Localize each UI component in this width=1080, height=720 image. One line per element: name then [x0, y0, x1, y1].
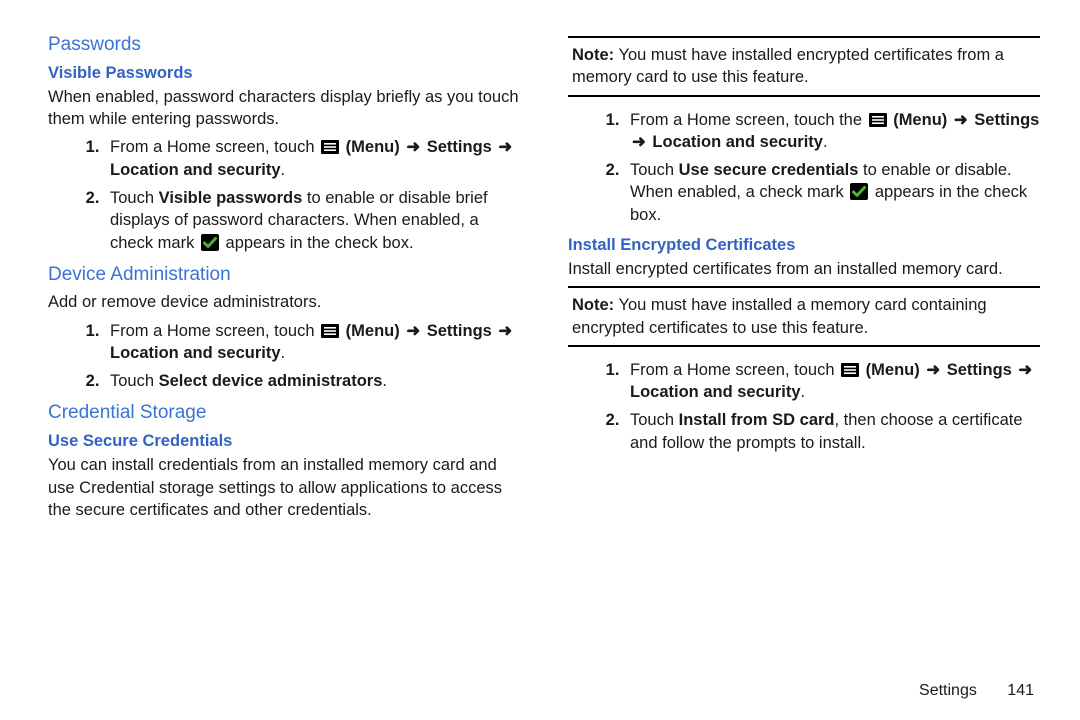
two-column-layout: Passwords Visible Passwords When enabled…	[48, 30, 1040, 670]
select-device-admins-label: Select device administrators	[159, 372, 383, 390]
heading-credential-storage: Credential Storage	[48, 400, 520, 426]
step-2: Touch Select device administrators.	[104, 370, 520, 392]
text: From a Home screen, touch	[110, 322, 319, 340]
menu-icon	[321, 322, 339, 336]
text: From a Home screen, touch	[110, 138, 319, 156]
right-column: Note: You must have installed encrypted …	[568, 30, 1040, 670]
text: Touch	[630, 411, 679, 429]
manual-page: Passwords Visible Passwords When enabled…	[0, 0, 1080, 720]
visible-passwords-intro: When enabled, password characters displa…	[48, 86, 520, 131]
note-text: You must have installed encrypted certif…	[572, 46, 1004, 86]
location-security-label: Location and security	[630, 383, 801, 401]
footer-page-number: 141	[1007, 682, 1034, 699]
text: .	[281, 344, 286, 362]
text: .	[823, 133, 828, 151]
arrow-icon: ➜	[494, 322, 512, 340]
location-security-label: Location and security	[652, 133, 823, 151]
settings-label: Settings	[427, 322, 492, 340]
text: Touch	[630, 161, 679, 179]
menu-label: (Menu)	[341, 322, 400, 340]
subheading-use-secure-credentials: Use Secure Credentials	[48, 430, 520, 452]
use-secure-credentials-label: Use secure credentials	[679, 161, 859, 179]
text: .	[801, 383, 806, 401]
step-1: From a Home screen, touch (Menu) ➜ Setti…	[104, 136, 520, 181]
subheading-visible-passwords: Visible Passwords	[48, 62, 520, 84]
text: .	[281, 161, 286, 179]
device-admin-steps: From a Home screen, touch (Menu) ➜ Setti…	[48, 320, 520, 393]
subheading-install-encrypted-certificates: Install Encrypted Certificates	[568, 234, 1040, 256]
settings-label: Settings	[427, 138, 492, 156]
text: appears in the check box.	[221, 234, 414, 252]
step-1: From a Home screen, touch (Menu) ➜ Setti…	[624, 359, 1040, 404]
menu-icon	[321, 138, 339, 152]
device-admin-intro: Add or remove device administrators.	[48, 291, 520, 313]
menu-icon	[841, 361, 859, 375]
arrow-icon: ➜	[922, 361, 945, 379]
menu-label: (Menu)	[341, 138, 400, 156]
arrow-icon: ➜	[402, 138, 425, 156]
note-label: Note:	[572, 296, 614, 314]
menu-icon	[869, 111, 887, 125]
location-security-label: Location and security	[110, 344, 281, 362]
install-from-sd-label: Install from SD card	[679, 411, 835, 429]
heading-device-admin: Device Administration	[48, 262, 520, 288]
footer-section: Settings	[919, 682, 977, 699]
settings-label: Settings	[974, 111, 1039, 129]
visible-passwords-label: Visible passwords	[159, 189, 303, 207]
check-icon	[201, 234, 219, 251]
settings-label: Settings	[947, 361, 1012, 379]
note-label: Note:	[572, 46, 614, 64]
check-icon	[850, 183, 868, 200]
visible-passwords-steps: From a Home screen, touch (Menu) ➜ Setti…	[48, 136, 520, 253]
menu-label: (Menu)	[889, 111, 948, 129]
note-box-2: Note: You must have installed a memory c…	[568, 286, 1040, 347]
left-column: Passwords Visible Passwords When enabled…	[48, 30, 520, 670]
arrow-icon: ➜	[632, 133, 650, 151]
arrow-icon: ➜	[949, 111, 972, 129]
arrow-icon: ➜	[1014, 361, 1032, 379]
step-1: From a Home screen, touch the (Menu) ➜ S…	[624, 109, 1040, 154]
step-1: From a Home screen, touch (Menu) ➜ Setti…	[104, 320, 520, 365]
install-sd-steps: From a Home screen, touch (Menu) ➜ Setti…	[568, 359, 1040, 454]
text: From a Home screen, touch the	[630, 111, 867, 129]
arrow-icon: ➜	[494, 138, 512, 156]
text: Touch	[110, 372, 159, 390]
text: .	[382, 372, 387, 390]
install-encrypted-intro: Install encrypted certificates from an i…	[568, 258, 1040, 280]
location-security-label: Location and security	[110, 161, 281, 179]
step-2: Touch Install from SD card, then choose …	[624, 409, 1040, 454]
page-footer: Settings 141	[48, 670, 1040, 700]
heading-passwords: Passwords	[48, 32, 520, 58]
step-2: Touch Visible passwords to enable or dis…	[104, 187, 520, 254]
step-2: Touch Use secure credentials to enable o…	[624, 159, 1040, 226]
note-box-1: Note: You must have installed encrypted …	[568, 36, 1040, 97]
secure-credentials-steps: From a Home screen, touch the (Menu) ➜ S…	[568, 109, 1040, 226]
menu-label: (Menu)	[861, 361, 920, 379]
use-secure-credentials-intro: You can install credentials from an inst…	[48, 454, 520, 521]
note-text: You must have installed a memory card co…	[572, 296, 987, 336]
text: From a Home screen, touch	[630, 361, 839, 379]
arrow-icon: ➜	[402, 322, 425, 340]
text: Touch	[110, 189, 159, 207]
